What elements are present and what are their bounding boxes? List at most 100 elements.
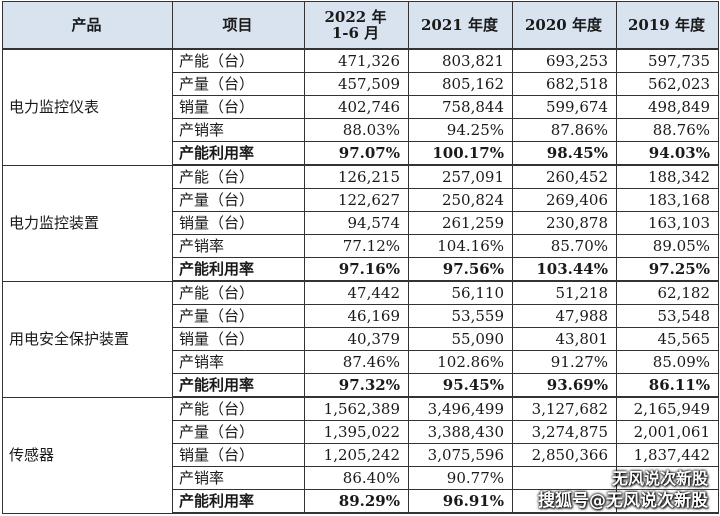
value-cell: 2,001,061	[616, 420, 719, 444]
product-name-cell: 电力监控仪表	[2, 48, 173, 166]
item-label-cell: 产能利用率	[172, 489, 305, 514]
value-cell: 1,562,389	[304, 396, 409, 421]
value-cell: 40,379	[304, 327, 409, 351]
value-cell: 45,565	[616, 327, 719, 351]
value-cell: 97.25%	[616, 257, 719, 282]
value-cell: 183,168	[616, 188, 719, 212]
value-cell: 97.07%	[304, 141, 409, 166]
value-cell	[616, 489, 719, 514]
value-cell: 230,878	[512, 211, 617, 235]
item-label-cell: 销量（台）	[172, 211, 305, 235]
value-cell: 682,518	[512, 72, 617, 96]
value-cell: 100.17%	[408, 141, 513, 166]
value-cell: 46,169	[304, 304, 409, 328]
value-cell: 55,090	[408, 327, 513, 351]
value-cell	[512, 466, 617, 490]
table-row: 产能利用率 97.32% 95.45% 93.69% 86.11%	[3, 373, 719, 398]
table-row: 传感器 产能（台） 1,562,389 3,496,499 3,127,682 2,165…	[2, 396, 719, 514]
item-label-cell: 销量（台）	[172, 327, 305, 351]
value-cell: 599,674	[512, 95, 617, 119]
header-product: 产品	[2, 1, 173, 50]
item-label-cell: 产销率	[172, 350, 305, 374]
value-cell: 53,548	[616, 304, 719, 328]
value-cell: 3,127,682	[512, 396, 617, 421]
value-cell: 457,509	[304, 72, 409, 96]
value-cell: 562,023	[616, 72, 719, 96]
value-cell: 1,205,242	[304, 443, 409, 467]
item-label-cell: 产量（台）	[172, 188, 305, 212]
table-row: 产能利用率 97.07% 100.17% 98.45% 94.03%	[3, 141, 719, 166]
value-cell: 97.56%	[408, 257, 513, 282]
item-label-cell: 产能利用率	[172, 257, 305, 282]
item-label-cell: 产能利用率	[172, 373, 305, 398]
item-label-cell: 产能（台）	[172, 280, 305, 305]
value-cell: 85.70%	[512, 234, 617, 258]
value-cell: 471,326	[304, 48, 409, 73]
value-cell: 98.45%	[512, 141, 617, 166]
header-item: 项目	[172, 1, 305, 50]
value-cell: 693,253	[512, 48, 617, 73]
item-label-cell: 产销率	[172, 234, 305, 258]
value-cell: 3,496,499	[408, 396, 513, 421]
item-label-cell: 产能（台）	[172, 396, 305, 421]
value-cell: 53,559	[408, 304, 513, 328]
value-cell: 803,821	[408, 48, 513, 73]
value-cell: 126,215	[304, 164, 409, 189]
value-cell: 758,844	[408, 95, 513, 119]
value-cell: 97.32%	[304, 373, 409, 398]
item-label-cell: 产能（台）	[172, 164, 305, 189]
value-cell	[512, 489, 617, 514]
value-cell: 95.45%	[408, 373, 513, 398]
value-cell: 260,452	[512, 164, 617, 189]
value-cell: 62,182	[616, 280, 719, 305]
value-cell: 1,395,022	[304, 420, 409, 444]
item-label-cell: 销量（台）	[172, 443, 305, 467]
value-cell: 250,824	[408, 188, 513, 212]
table-row: 产量（台） 1,395,022 3,388,430 3,274,875 2,001,06…	[3, 420, 719, 444]
value-cell: 86.40%	[304, 466, 409, 490]
header-row: 产品 项目 2022 年 1-6 月 2021 年度 2020 年度 2019 年…	[2, 1, 719, 50]
value-cell: 43,801	[512, 327, 617, 351]
table-row: 产能利用率 97.16% 97.56% 103.44% 97.25%	[3, 257, 719, 282]
value-cell: 86.11%	[616, 373, 719, 398]
value-cell: 257,091	[408, 164, 513, 189]
value-cell: 805,162	[408, 72, 513, 96]
item-label-cell: 产量（台）	[172, 72, 305, 96]
header-year-2021: 2021 年度	[408, 1, 513, 50]
value-cell: 94.03%	[616, 141, 719, 166]
item-label-cell: 产能（台）	[172, 48, 305, 73]
item-label-cell: 销量（台）	[172, 95, 305, 119]
value-cell: 163,103	[616, 211, 719, 235]
value-cell: 104.16%	[408, 234, 513, 258]
product-name-cell: 电力监控装置	[2, 164, 173, 282]
value-cell: 3,075,596	[408, 443, 513, 467]
item-label-cell: 产量（台）	[172, 304, 305, 328]
value-cell: 2,165,949	[616, 396, 719, 421]
item-label-cell: 产销率	[172, 118, 305, 142]
item-label-cell: 产销率	[172, 466, 305, 490]
value-cell: 102.86%	[408, 350, 513, 374]
value-cell: 88.03%	[304, 118, 409, 142]
value-cell: 498,849	[616, 95, 719, 119]
table-row: 产量（台） 122,627 250,824 269,406 183,168	[3, 188, 719, 212]
value-cell: 89.05%	[616, 234, 719, 258]
table-row: 产销率 77.12% 104.16% 85.70% 89.05%	[3, 234, 719, 258]
item-label-cell: 产能利用率	[172, 141, 305, 166]
value-cell: 269,406	[512, 188, 617, 212]
value-cell: 91.27%	[512, 350, 617, 374]
table-row: 产销率 86.40% 90.77%	[3, 466, 719, 490]
table-row: 销量（台） 40,379 55,090 43,801 45,565	[3, 327, 719, 351]
value-cell: 402,746	[304, 95, 409, 119]
value-cell: 90.77%	[408, 466, 513, 490]
value-cell: 3,274,875	[512, 420, 617, 444]
value-cell: 51,218	[512, 280, 617, 305]
value-cell: 47,442	[304, 280, 409, 305]
value-cell: 97.16%	[304, 257, 409, 282]
table-row: 销量（台） 402,746 758,844 599,674 498,849	[3, 95, 719, 119]
header-year-2019: 2019 年度	[616, 1, 719, 50]
value-cell: 1,837,442	[616, 443, 719, 467]
value-cell: 89.29%	[304, 489, 409, 514]
item-label-cell: 产量（台）	[172, 420, 305, 444]
value-cell: 3,388,430	[408, 420, 513, 444]
